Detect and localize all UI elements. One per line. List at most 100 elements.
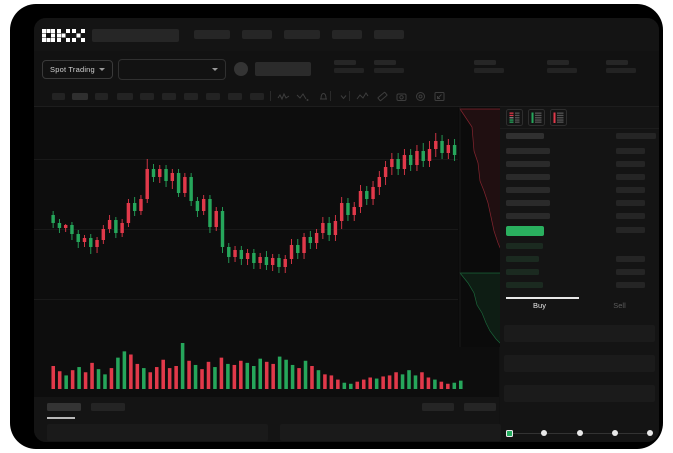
tab-sell[interactable]: Sell — [613, 301, 626, 310]
orderbook-ask-row-1-price[interactable] — [506, 161, 550, 167]
price-chart[interactable] — [34, 107, 518, 397]
orderbook-header-price[interactable] — [506, 133, 544, 139]
line-chart-icon[interactable] — [356, 90, 369, 103]
indicators-icon[interactable] — [277, 90, 290, 103]
ticker-stat-1 — [334, 60, 364, 73]
chevron-down-icon[interactable] — [337, 90, 350, 103]
active-tab-indicator — [506, 297, 579, 299]
bottom-panel-right — [280, 424, 501, 441]
chevron-down-icon — [212, 68, 218, 71]
stat-label — [606, 60, 628, 65]
nav-item-2[interactable] — [242, 30, 272, 39]
amount-input[interactable] — [504, 355, 655, 372]
toolbar-divider — [349, 91, 350, 101]
active-tab-indicator — [47, 417, 75, 419]
global-search-input[interactable] — [92, 29, 179, 42]
stat-value — [606, 68, 636, 73]
orderbook-ask-row-0-price[interactable] — [506, 148, 550, 154]
chart-toolbar — [34, 86, 659, 107]
tool-timeframe-7[interactable] — [184, 93, 198, 100]
slider-stop-75[interactable] — [611, 430, 618, 436]
orderbook-bid-row-1-amount — [616, 256, 645, 262]
tool-timeframe-3[interactable] — [95, 93, 108, 100]
bottom-action-2[interactable] — [464, 403, 496, 411]
bottom-tab-open-orders[interactable] — [47, 403, 81, 411]
top-navigation-bar — [34, 18, 659, 51]
fullscreen-icon[interactable] — [433, 90, 446, 103]
tool-timeframe-1[interactable] — [52, 93, 65, 100]
device-frame: Spot Trading — [10, 4, 663, 449]
orderbook-ask-row-4-price[interactable] — [506, 200, 550, 206]
orderbook-bid-row-0-price[interactable] — [506, 243, 543, 249]
nav-item-5[interactable] — [374, 30, 404, 39]
orderbook-panel: Buy Sell — [500, 107, 659, 442]
orderbook-bid-row-2-amount — [616, 269, 645, 275]
nav-item-1[interactable] — [194, 30, 230, 39]
tool-timeframe-5[interactable] — [140, 93, 154, 100]
stat-label — [374, 60, 396, 65]
slider-stop-50[interactable] — [576, 430, 583, 436]
pair-selector[interactable] — [118, 59, 226, 80]
percent-slider[interactable] — [506, 429, 653, 438]
stat-value — [374, 68, 404, 73]
toolbar-divider — [330, 91, 331, 101]
ticker-stat-3 — [474, 60, 504, 73]
slider-stop-100[interactable] — [647, 430, 653, 436]
orderbook-divider — [500, 128, 659, 129]
bottom-action-1[interactable] — [422, 403, 454, 411]
orderbook-mode-group — [506, 109, 567, 126]
nav-item-4[interactable] — [332, 30, 362, 39]
orderbook-bid-row-1-price[interactable] — [506, 256, 539, 262]
ticker-stat-2 — [374, 60, 404, 73]
ticker-stat-4 — [547, 60, 577, 73]
orderbook-ask-row-5-amount — [616, 213, 645, 219]
orderbook-ask-row-1-amount — [616, 161, 645, 167]
candlestick-series — [51, 133, 463, 273]
stat-label — [334, 60, 356, 65]
nav-item-3[interactable] — [284, 30, 320, 39]
orderbook-bid-row-2-price[interactable] — [506, 269, 539, 275]
orderbook-ask-row-3-price[interactable] — [506, 187, 550, 193]
okx-logo[interactable] — [42, 29, 85, 42]
bottom-tab-order-history[interactable] — [91, 403, 125, 411]
orderbook-mode-both[interactable] — [506, 109, 523, 126]
orderbook-asks-icon — [553, 112, 564, 123]
compare-icon[interactable] — [296, 90, 309, 103]
tool-timeframe-2[interactable] — [72, 93, 88, 100]
alert-icon[interactable] — [317, 90, 330, 103]
tool-timeframe-4[interactable] — [117, 93, 133, 100]
tab-buy[interactable]: Buy — [533, 301, 546, 310]
pair-avatar — [234, 62, 248, 76]
settings-icon[interactable] — [414, 90, 427, 103]
orderbook-ask-row-3-amount — [616, 187, 645, 193]
camera-icon[interactable] — [395, 90, 408, 103]
orderbook-mode-bids[interactable] — [528, 109, 545, 126]
tool-timeframe-10[interactable] — [250, 93, 264, 100]
total-input[interactable] — [504, 385, 655, 402]
price-input[interactable] — [504, 325, 655, 342]
tool-timeframe-8[interactable] — [206, 93, 220, 100]
orderbook-bid-row-3-price[interactable] — [506, 282, 543, 288]
orderbook-last-amount — [616, 227, 645, 233]
orderbook-last-price[interactable] — [506, 226, 544, 236]
tool-timeframe-6[interactable] — [162, 93, 176, 100]
slider-stop-25[interactable] — [541, 430, 548, 436]
ticker-stat-5 — [606, 60, 636, 73]
stat-label — [547, 60, 569, 65]
tool-timeframe-9[interactable] — [228, 93, 242, 100]
chevron-down-icon — [98, 68, 105, 71]
orderbook-bids-icon — [531, 112, 542, 123]
toolbar-divider — [270, 91, 271, 101]
measure-icon[interactable] — [376, 90, 389, 103]
slider-stop-0[interactable] — [506, 429, 513, 437]
stat-value — [334, 68, 364, 73]
orderbook-ask-row-2-price[interactable] — [506, 174, 550, 180]
market-type-label: Spot Trading — [50, 65, 95, 74]
orderbook-mode-asks[interactable] — [550, 109, 567, 126]
stat-value — [474, 68, 504, 73]
market-type-dropdown[interactable]: Spot Trading — [42, 60, 113, 79]
orderbook-ask-row-5-price[interactable] — [506, 213, 550, 219]
chart-gridline — [34, 299, 499, 300]
bottom-panel-left — [47, 424, 268, 441]
